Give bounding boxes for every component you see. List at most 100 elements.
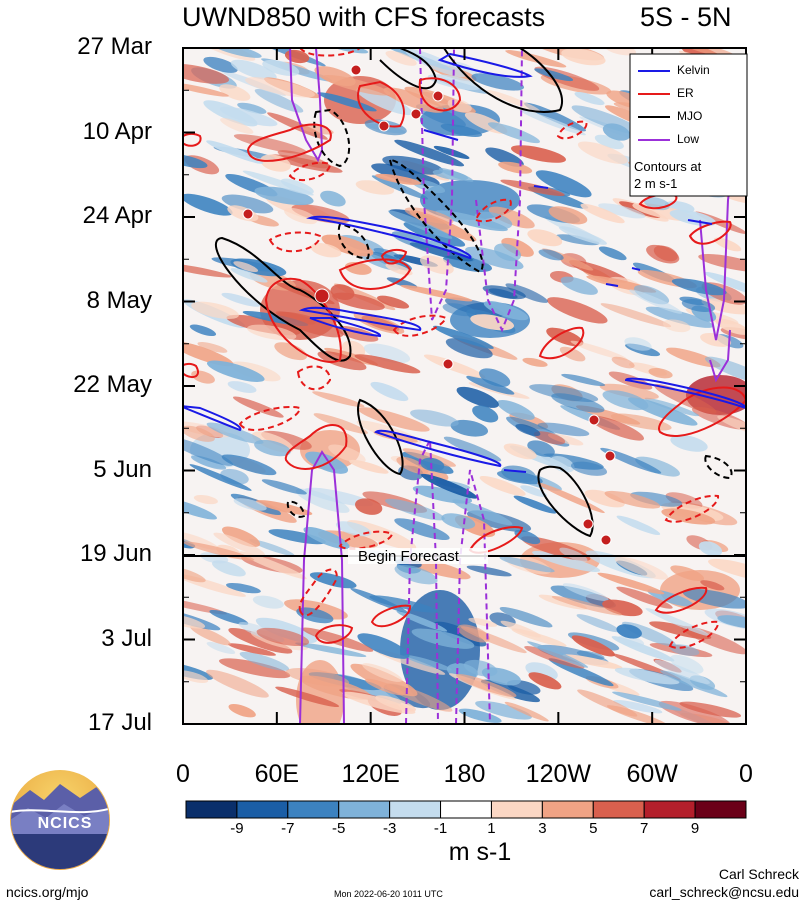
field-patch [206, 360, 265, 382]
field-patch [394, 518, 450, 541]
colorbar-cell [389, 800, 442, 819]
field-patch [503, 443, 537, 460]
field-patch [377, 295, 410, 309]
field-patch [183, 597, 227, 615]
field-patch [233, 134, 307, 154]
field-patch [388, 210, 453, 239]
field-patch [373, 248, 401, 259]
field-patch [239, 651, 290, 671]
colorbar-tick-label: 1 [487, 820, 496, 837]
field-patch [669, 654, 704, 674]
field-patch [320, 190, 346, 207]
field-patch [488, 206, 535, 229]
field-patch [645, 306, 714, 328]
field-patch [441, 513, 476, 530]
field-patch [221, 292, 261, 307]
field-patch [301, 627, 374, 652]
field-patch [613, 700, 663, 714]
legend-kelvin: Kelvin [677, 63, 710, 77]
field-patch [221, 454, 277, 476]
field-patch [420, 457, 445, 472]
field-patch [183, 436, 234, 466]
field-patch [550, 585, 616, 608]
field-patch [500, 620, 541, 638]
field-patch [189, 464, 252, 491]
field-patch [183, 341, 234, 367]
field-patch [600, 447, 662, 474]
field-patch [402, 448, 456, 467]
field-patch [602, 123, 631, 141]
y-tick-label: 5 Jun [93, 455, 152, 483]
field-patch [183, 153, 208, 169]
field-patch [533, 431, 566, 445]
field-patch [551, 393, 605, 413]
field-patch [450, 419, 489, 437]
field-patch [660, 670, 728, 698]
field-patch [544, 216, 602, 243]
field-patch [483, 301, 529, 321]
field-patch [576, 614, 621, 633]
x-tick-label: 0 [176, 760, 190, 788]
field-patch [183, 566, 206, 583]
field-patch [310, 243, 342, 258]
field-patch [681, 299, 716, 312]
field-patch [610, 413, 672, 431]
colorbar-tick-label: 7 [640, 820, 649, 837]
field-patch [349, 459, 389, 474]
field-patch [713, 237, 742, 252]
field-patch [249, 539, 295, 556]
field-patch [535, 170, 592, 198]
colorbar-tick-label: 9 [690, 820, 700, 837]
field-patch [527, 229, 563, 247]
field-patch [604, 48, 637, 56]
field-patch [698, 253, 746, 272]
field-patch [445, 338, 493, 359]
field-patch [321, 234, 374, 257]
legend-low: Low [677, 132, 700, 146]
field-patch [394, 564, 438, 585]
field-patch [421, 473, 478, 499]
field-patch [662, 319, 691, 333]
field-patch [465, 246, 524, 270]
field-patch [635, 456, 680, 477]
field-patch [598, 203, 646, 219]
colorbar-units: m s-1 [448, 838, 512, 866]
field-patch [355, 498, 383, 515]
field-patch [458, 708, 502, 723]
field-patch [474, 211, 513, 230]
field-patch [442, 303, 476, 317]
field-patch [254, 186, 314, 206]
field-patch [304, 487, 374, 507]
legend-note-line1: Contours at [634, 159, 702, 174]
field-patch [254, 439, 291, 457]
field-patch [211, 48, 262, 58]
field-patch [221, 194, 274, 214]
field-patch [256, 627, 310, 647]
field-patch [357, 633, 410, 659]
legend [629, 53, 748, 197]
field-patch [547, 297, 608, 324]
field-patch [460, 626, 527, 654]
field-patch [600, 303, 672, 328]
logo-text: NCICS [37, 815, 93, 832]
field-patch [704, 272, 746, 299]
field-patch [501, 237, 534, 257]
field-patch [479, 475, 526, 496]
colorbar-tick-label: -5 [332, 820, 346, 837]
field-patch [280, 178, 314, 194]
field-patch [228, 704, 256, 718]
field-patch [604, 490, 661, 509]
field-patch [538, 249, 564, 261]
field-patch [335, 521, 372, 537]
x-tick-label: 120W [525, 760, 591, 788]
field-patch [551, 595, 623, 616]
field-patch [654, 659, 710, 684]
field-patch [206, 422, 264, 444]
field-patch [645, 608, 710, 637]
timestamp: Mon 2022-06-20 1011 UTC [334, 889, 443, 899]
field-patch [616, 586, 673, 609]
field-patch [313, 413, 368, 434]
field-patch [233, 261, 259, 273]
field-patch [230, 268, 268, 283]
field-patch [717, 415, 746, 436]
